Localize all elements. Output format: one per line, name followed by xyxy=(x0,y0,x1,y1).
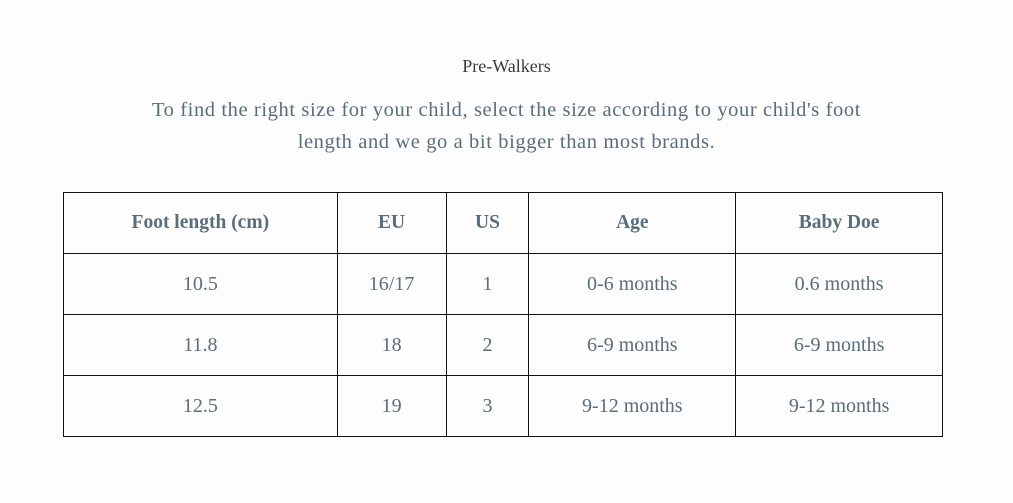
header-foot-length: Foot length (cm) xyxy=(63,192,338,254)
cell-us: 2 xyxy=(445,314,530,376)
table-row: 11.8 18 2 6-9 months 6-9 months xyxy=(63,314,943,376)
header-eu: EU xyxy=(336,192,447,254)
intro-text: To find the right size for your child, s… xyxy=(151,99,862,153)
cell-baby-doe: 9-12 months xyxy=(735,375,943,437)
cell-eu: 19 xyxy=(336,375,447,437)
table-row: 10.5 16/17 1 0-6 months 0.6 months xyxy=(63,253,943,315)
size-chart-table: Foot length (cm) EU US Age Baby Doe 10.5… xyxy=(63,192,943,437)
cell-foot-length: 12.5 xyxy=(63,375,338,437)
header-age: Age xyxy=(528,192,737,254)
cell-us: 3 xyxy=(445,375,530,437)
cell-us: 1 xyxy=(445,253,530,315)
header-us: US xyxy=(445,192,530,254)
cell-eu: 16/17 xyxy=(336,253,447,315)
cell-age: 9-12 months xyxy=(528,375,737,437)
section-title: Pre-Walkers xyxy=(462,56,551,76)
cell-baby-doe: 0.6 months xyxy=(735,253,943,315)
cell-eu: 18 xyxy=(336,314,447,376)
header-baby-doe: Baby Doe xyxy=(735,192,943,254)
table-header-row: Foot length (cm) EU US Age Baby Doe xyxy=(63,192,943,254)
cell-baby-doe: 6-9 months xyxy=(735,314,943,376)
cell-age: 0-6 months xyxy=(528,253,737,315)
cell-foot-length: 10.5 xyxy=(63,253,338,315)
table-row: 12.5 19 3 9-12 months 9-12 months xyxy=(63,375,943,437)
cell-age: 6-9 months xyxy=(528,314,737,376)
cell-foot-length: 11.8 xyxy=(63,314,338,376)
